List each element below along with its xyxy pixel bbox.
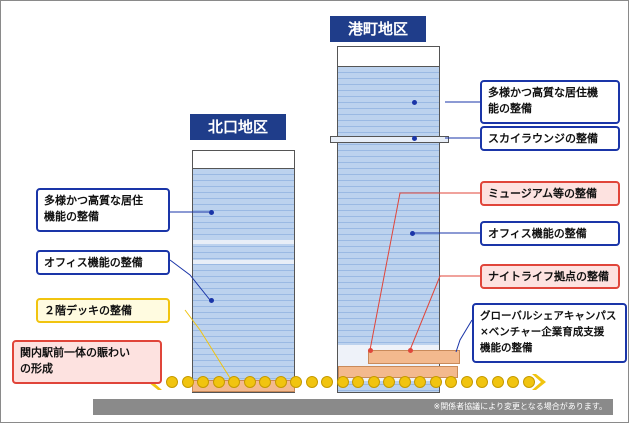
marker-minato-office <box>410 231 415 236</box>
deck-circle <box>243 376 256 388</box>
deck-circle <box>336 376 349 388</box>
line-campus <box>455 319 473 353</box>
marker-kita-residential <box>209 210 214 215</box>
deck-circle <box>460 376 473 388</box>
line-kita-office <box>169 259 211 301</box>
deck-circle <box>445 376 457 388</box>
deck-circle <box>491 376 504 388</box>
deck-circle <box>259 376 271 388</box>
deck-circle <box>290 376 302 388</box>
deck-circle <box>367 376 380 388</box>
minato-building-sky-floor <box>330 136 449 143</box>
disclaimer-note: ※関係者協議により変更となる場合があります。 <box>433 402 607 411</box>
line-nightlife <box>409 275 480 351</box>
label-minato-residential: 多様かつ高質な居住機 能の整備 <box>480 80 620 124</box>
deck-circle <box>429 376 442 388</box>
label-minato-office: オフィス機能の整備 <box>480 221 620 246</box>
marker-sky-lounge <box>412 136 417 141</box>
label-museum: ミュージアム等の整備 <box>480 181 620 206</box>
marker-museum <box>368 348 373 353</box>
label-kita-office: オフィス機能の整備 <box>36 250 170 275</box>
label-campus: グローバルシェアキャンパス ×ベンチャー企業育成支援 機能の整備 <box>472 303 627 363</box>
label-nightlife: ナイトライフ拠点の整備 <box>480 264 620 289</box>
marker-minato-residential <box>412 100 417 105</box>
deck-circle <box>522 376 535 388</box>
kita-building <box>192 168 295 393</box>
deck-circle <box>507 376 519 388</box>
deck-circle <box>228 376 240 388</box>
ground <box>93 399 613 415</box>
label-station: 関内駅前一体の賑わい の形成 <box>12 340 162 384</box>
deck-circle <box>212 376 225 388</box>
deck-circle <box>166 376 178 388</box>
minato-campus-floor <box>368 350 460 364</box>
district-title-kita: 北口地区 <box>190 114 286 140</box>
label-deck: ２階デッキの整備 <box>36 298 170 323</box>
deck-circle <box>383 376 395 388</box>
kita-building-band <box>193 240 294 244</box>
label-sky-lounge: スカイラウンジの整備 <box>480 126 620 151</box>
deck-circle <box>274 376 287 388</box>
deck-circle <box>398 376 411 388</box>
district-title-minato: 港町地区 <box>330 16 426 42</box>
marker-kita-office <box>209 298 214 303</box>
line-museum <box>369 192 480 351</box>
line-deck <box>184 309 231 379</box>
deck-circle <box>305 376 318 388</box>
kita-building-band <box>193 260 294 264</box>
marker-nightlife <box>408 348 413 353</box>
deck-circle <box>197 376 209 388</box>
deck-circle <box>476 376 488 388</box>
minato-ground-floor <box>338 366 458 378</box>
label-kita-residential: 多様かつ高質な居住 機能の整備 <box>36 188 170 232</box>
deck-circle <box>181 376 194 388</box>
deck-circle <box>352 376 364 388</box>
deck-circle <box>414 376 426 388</box>
deck-circle <box>321 376 333 388</box>
minato-building <box>337 66 440 393</box>
